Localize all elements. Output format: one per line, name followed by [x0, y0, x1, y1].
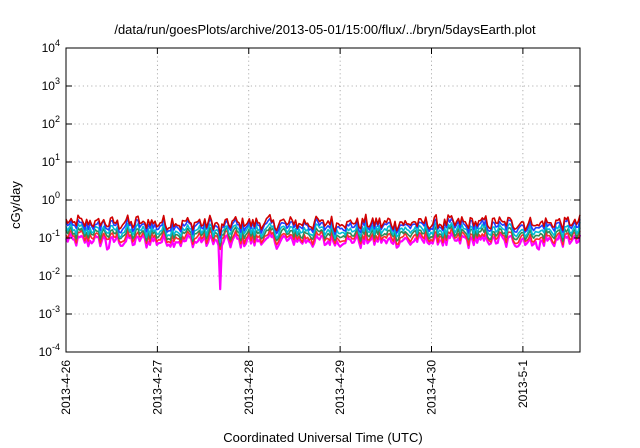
y-tick-label: 102 [42, 114, 60, 131]
x-tick-label: 2013-4-30 [425, 360, 439, 415]
y-tick-label: 100 [42, 190, 60, 207]
y-axis-label: cGy/day [8, 181, 23, 229]
x-tick-label: 2013-4-26 [59, 360, 73, 415]
y-tick-label: 104 [42, 38, 60, 55]
chart-title: /data/run/goesPlots/archive/2013-05-01/1… [114, 22, 536, 37]
x-tick-label: 2013-4-29 [333, 360, 347, 415]
series-line-6 [65, 213, 581, 236]
y-tick-label: 10-1 [39, 228, 60, 245]
x-tick-label: 2013-4-27 [150, 360, 164, 415]
series-line-4 [65, 221, 581, 244]
y-tick-label: 101 [42, 152, 60, 169]
series-line-1 [65, 232, 582, 291]
x-tick-label: 2013-4-28 [242, 360, 256, 415]
series-layer [65, 213, 582, 291]
grid-lines [66, 48, 580, 352]
y-axis: 10-4 10-3 10-2 10-1 100 101 102 103 104 [39, 38, 580, 359]
x-axis-label: Coordinated Universal Time (UTC) [223, 430, 422, 445]
x-axis: 2013-4-26 2013-4-27 2013-4-28 2013-4-29 2013… [59, 48, 530, 415]
y-tick-label: 10-2 [39, 266, 60, 283]
y-tick-label: 10-3 [39, 304, 60, 321]
y-tick-label: 103 [42, 76, 60, 93]
x-tick-label: 2013-5-1 [516, 360, 530, 408]
y-tick-label: 10-4 [39, 342, 60, 359]
